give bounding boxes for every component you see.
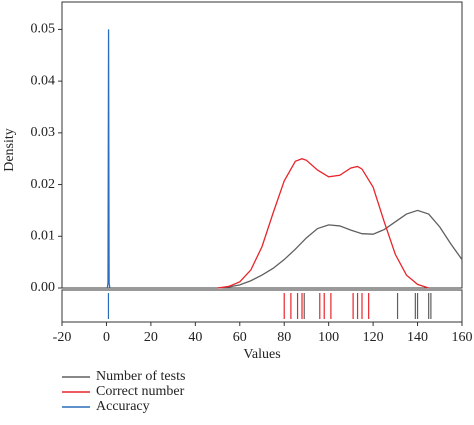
- y-tick-label: 0.05: [31, 22, 56, 37]
- legend-label: Number of tests: [96, 369, 185, 384]
- x-tick-label: 20: [144, 330, 158, 345]
- x-tick-label: 0: [103, 330, 110, 345]
- y-tick-label: 0.03: [31, 125, 56, 140]
- density-line: [217, 209, 463, 289]
- x-tick-label: 60: [233, 330, 247, 345]
- density-line: [106, 29, 111, 289]
- y-tick-label: 0.00: [31, 280, 56, 295]
- x-tick-label: 40: [188, 330, 202, 345]
- y-axis-label: Density: [2, 128, 17, 172]
- x-tick-label: -20: [53, 330, 72, 345]
- legend-label: Correct number: [96, 384, 185, 399]
- x-tick-label: 120: [363, 330, 384, 345]
- y-tick-label: 0.02: [31, 177, 56, 192]
- y-tick-label: 0.01: [31, 229, 56, 244]
- x-tick-label: 140: [407, 330, 428, 345]
- x-tick-label: 160: [452, 330, 473, 345]
- y-tick-label: 0.04: [31, 73, 56, 88]
- plot-frame: [61, 1, 463, 289]
- legend-label: Accuracy: [96, 399, 150, 414]
- x-tick-label: 100: [318, 330, 339, 345]
- rug-frame: [61, 289, 463, 323]
- x-axis-label: Values: [243, 347, 280, 362]
- x-tick-label: 80: [277, 330, 291, 345]
- density-line: [217, 158, 429, 289]
